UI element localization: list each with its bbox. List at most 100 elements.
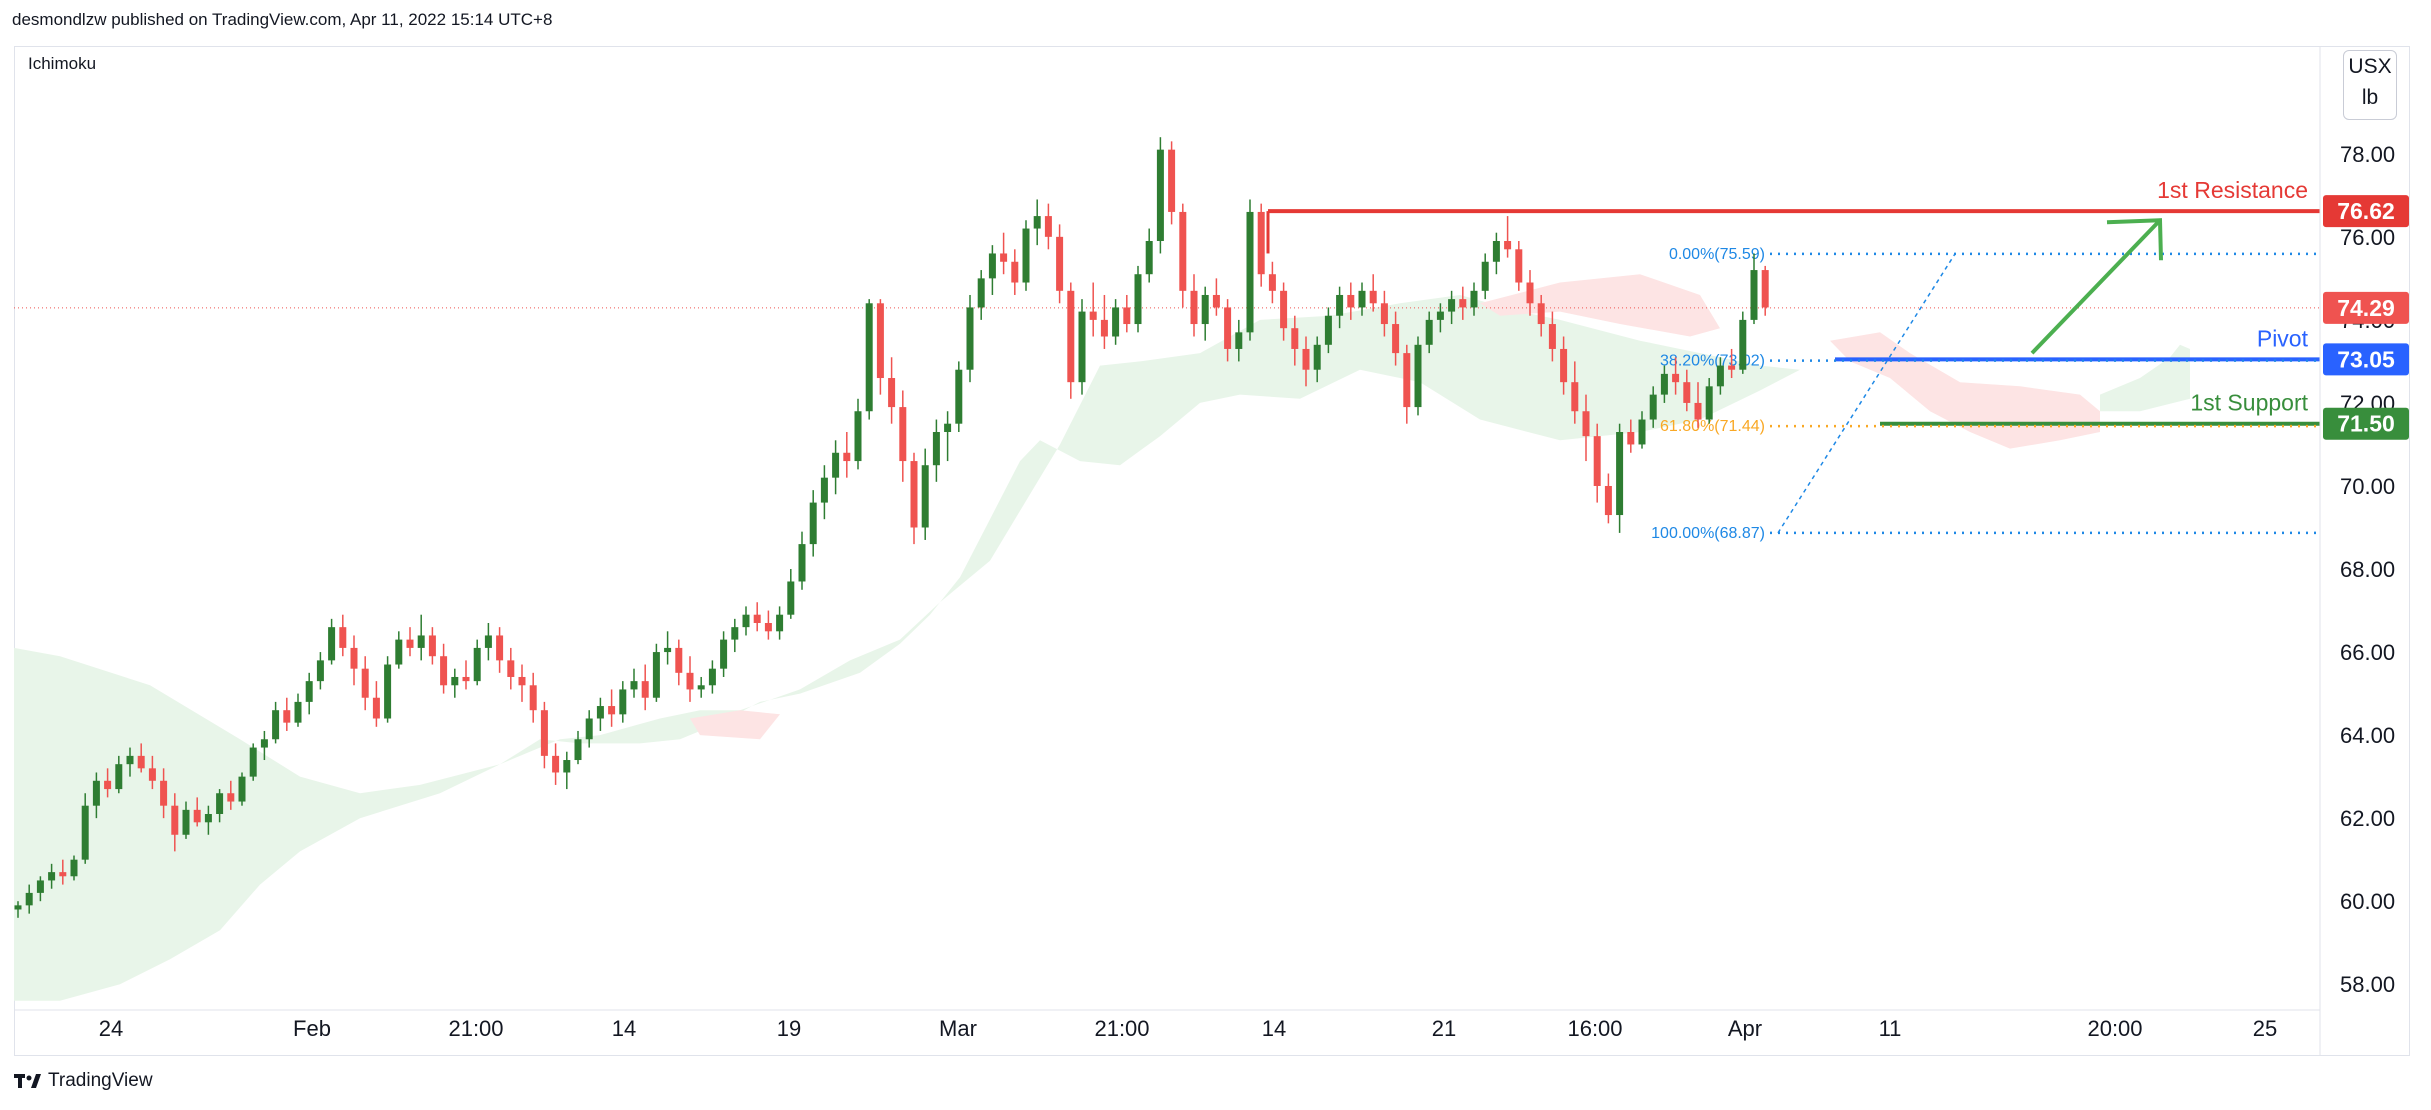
- candle-body: [507, 660, 515, 677]
- candle-body: [966, 307, 974, 370]
- fibonacci-retracement[interactable]: 0.00%(75.59) 38.20%(73.02) 61.80%(71.44) 10…: [1651, 246, 2320, 542]
- candle: [1627, 419, 1635, 453]
- candle-body: [1403, 353, 1411, 408]
- candle: [1224, 299, 1232, 362]
- last-price-tag-bg: [2323, 291, 2409, 324]
- x-tick-label: 21:00: [448, 1016, 503, 1041]
- x-tick-label: 21: [1432, 1016, 1456, 1041]
- candle: [1414, 336, 1422, 416]
- candle: [641, 664, 649, 711]
- candle-body: [81, 805, 89, 860]
- candle-body: [832, 452, 840, 478]
- candle-body: [1459, 299, 1467, 308]
- y-tick-label: 68.00: [2340, 557, 2395, 582]
- candle-body: [92, 780, 100, 806]
- candle-body: [204, 814, 212, 823]
- candle-body: [1313, 344, 1321, 370]
- candle-body: [876, 303, 884, 379]
- candle-body: [619, 689, 627, 715]
- candle-body: [339, 627, 347, 648]
- candle: [1425, 311, 1433, 354]
- candle-body: [1425, 319, 1433, 345]
- candle-body: [1000, 253, 1008, 262]
- candle-body: [764, 623, 772, 632]
- candle-body: [1369, 290, 1377, 304]
- candle-body: [428, 635, 436, 657]
- candle-body: [1392, 324, 1400, 354]
- candle: [1739, 311, 1747, 374]
- level-label: Pivot: [2257, 325, 2309, 351]
- candle: [305, 672, 313, 715]
- candle-body: [932, 432, 940, 466]
- tradingview-logo[interactable]: TradingView: [14, 1070, 153, 1092]
- candle: [193, 797, 201, 827]
- candle-body: [1201, 294, 1209, 325]
- candle: [1593, 423, 1601, 503]
- candle-body: [1280, 290, 1288, 329]
- candle: [484, 623, 492, 661]
- candle-body: [1190, 290, 1198, 325]
- candle-body: [462, 676, 470, 682]
- candle-body: [193, 809, 201, 823]
- candle-body: [1022, 228, 1030, 283]
- candle: [1044, 203, 1052, 250]
- candle: [966, 294, 974, 383]
- time-axis[interactable]: 24 Feb 21:00 14 19 Mar 21:00 14 21 16:00 Apr 11 20:0…: [14, 1009, 2320, 1041]
- candle: [1548, 311, 1556, 362]
- level-price-tag: 73.05: [2337, 346, 2395, 372]
- candle: [708, 660, 716, 694]
- candle: [14, 901, 22, 918]
- unit-selector[interactable]: USX lb: [2343, 50, 2397, 120]
- price-axis[interactable]: 58.0060.0062.0064.0066.0068.0070.0072.00…: [2319, 46, 2395, 1056]
- candle: [171, 793, 179, 852]
- candle-body: [742, 614, 750, 628]
- candle-body: [238, 776, 246, 802]
- candle: [1336, 286, 1344, 329]
- candle-body: [249, 747, 257, 777]
- candle-body: [1448, 299, 1456, 312]
- candle-body: [305, 681, 313, 702]
- candle-body: [115, 764, 123, 790]
- y-tick-label: 58.00: [2340, 972, 2395, 997]
- x-tick-label: 14: [1262, 1016, 1286, 1041]
- candle: [115, 755, 123, 794]
- candle: [204, 805, 212, 835]
- candle: [36, 876, 44, 902]
- candle-body: [1683, 382, 1691, 403]
- candle: [1560, 336, 1568, 395]
- candle-body: [1168, 149, 1176, 212]
- candle-body: [1571, 382, 1579, 412]
- candle: [70, 855, 78, 881]
- candle-body: [1044, 216, 1052, 237]
- candle-body: [1358, 290, 1366, 308]
- candle-body: [14, 905, 22, 910]
- candle: [820, 465, 828, 520]
- indicator-label[interactable]: Ichimoku: [28, 54, 97, 73]
- cloud-bullish: [14, 295, 1800, 1001]
- candle: [1504, 216, 1512, 258]
- chart-frame[interactable]: [14, 46, 2410, 1056]
- level-price-tag-bg: [2323, 343, 2409, 376]
- candle-body: [664, 647, 672, 653]
- x-tick-label: 24: [99, 1016, 123, 1041]
- candle: [574, 730, 582, 765]
- candle: [1728, 348, 1736, 379]
- candle: [1672, 357, 1680, 395]
- candle-body: [316, 660, 324, 682]
- candle-body: [361, 668, 369, 698]
- candle-body: [294, 701, 302, 723]
- candle-body: [585, 718, 593, 740]
- candle-body: [70, 859, 78, 877]
- candle-body: [1302, 348, 1310, 370]
- candle: [384, 656, 392, 723]
- candle: [798, 531, 806, 590]
- candle-body: [1739, 319, 1747, 370]
- candle: [1302, 336, 1310, 387]
- candle: [675, 639, 683, 686]
- candle-body: [809, 502, 817, 545]
- candle: [227, 780, 235, 810]
- candle: [328, 618, 336, 665]
- candle-body: [1660, 373, 1668, 395]
- candle: [1459, 286, 1467, 320]
